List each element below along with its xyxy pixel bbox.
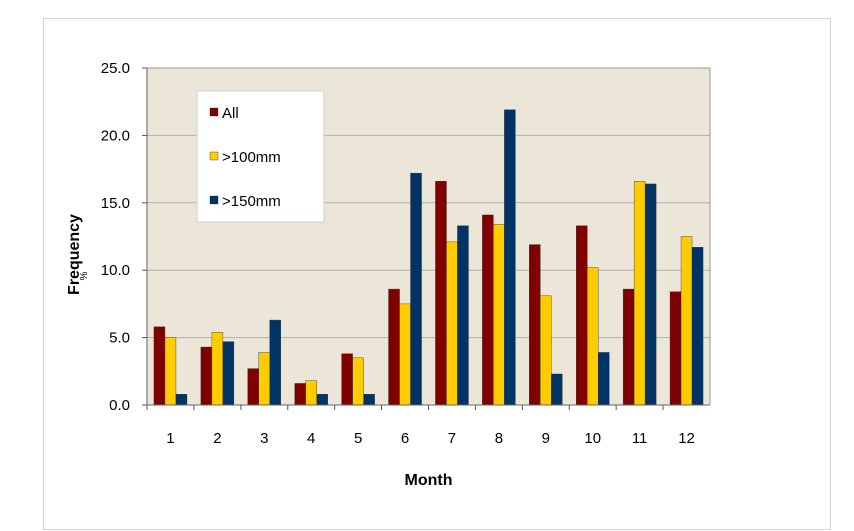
bar-all-2: [200, 346, 213, 406]
bar-150mm-3: [269, 319, 281, 406]
bar-150mm-5: [363, 394, 375, 406]
y-tick-label: 0.0: [109, 397, 130, 414]
bar-all-3: [247, 368, 259, 406]
x-tick-label: 8: [495, 430, 503, 447]
y-tick-label: 10.0: [101, 262, 130, 279]
x-tick-label: 6: [401, 430, 409, 447]
bar-all-10: [576, 225, 588, 406]
legend-swatch: [209, 195, 219, 205]
legend-label: >100mm: [222, 149, 281, 166]
legend-swatch: [209, 107, 219, 117]
y-tick-label: 15.0: [101, 195, 130, 212]
legend-label: All: [222, 105, 239, 122]
tick-labels: 0.05.010.015.020.025.01 2 3 4 5 6 7 8 9 10 11 12: [101, 60, 695, 447]
x-tick-label: 7: [448, 430, 456, 447]
bar-100mm-6: [399, 303, 411, 406]
legend-label: >150mm: [222, 193, 281, 210]
bar-all-4: [294, 383, 306, 406]
bar-100mm-12: [680, 236, 693, 406]
bar-150mm-10: [598, 352, 610, 406]
y-tick-label: 25.0: [101, 60, 130, 77]
x-tick-label: 2: [213, 430, 221, 447]
bar-150mm-6: [410, 172, 422, 406]
y-axis-title-prefix: %: [79, 271, 90, 280]
bar-100mm-4: [305, 380, 317, 406]
bar-100mm-3: [258, 352, 270, 406]
bar-150mm-1: [175, 394, 188, 406]
bar-all-1: [153, 326, 166, 406]
bar-100mm-10: [587, 267, 599, 406]
bar-all-6: [388, 288, 400, 406]
bar-100mm-5: [352, 357, 364, 406]
bar-100mm-2: [211, 332, 224, 406]
bar-150mm-4: [316, 394, 328, 406]
bar-all-12: [669, 291, 682, 406]
x-tick-label: 3: [260, 430, 268, 447]
x-tick-label: 11: [632, 430, 648, 447]
legend: All >100mm >150mm: [196, 90, 325, 223]
bar-150mm-7: [457, 225, 469, 406]
bar-150mm-9: [551, 373, 563, 406]
bar-100mm-1: [164, 337, 177, 406]
x-tick-label: 4: [307, 430, 315, 447]
legend-swatch: [209, 151, 219, 161]
x-tick-label: 5: [354, 430, 362, 447]
y-tick-label: 20.0: [101, 127, 130, 144]
x-tick-label: 10: [584, 430, 601, 447]
bar-150mm-2: [222, 341, 235, 406]
chart: 0.05.010.015.020.025.01 2 3 4 5 6 7 8 9 10 11 12 Mo…: [66, 60, 711, 489]
x-axis-title: Month: [405, 472, 453, 489]
y-axis-title: Frequency %: [66, 214, 90, 295]
x-tick-label: 12: [678, 430, 695, 447]
y-axis-title-text: Frequency: [66, 214, 83, 295]
bar-100mm-7: [446, 241, 458, 406]
bar-all-9: [529, 244, 541, 406]
bar-100mm-9: [540, 295, 552, 406]
y-tick-label: 5.0: [109, 330, 130, 347]
x-tick-label: 1: [166, 430, 174, 447]
bar-100mm-11: [633, 181, 646, 406]
bar-150mm-12: [691, 247, 704, 406]
bar-all-5: [341, 353, 353, 406]
chart-frame: 0.0 5.0 10.0 15.0 20.0 25.0 1 2 3 4 5 6 7 8 9 10 11 12 Mo…: [43, 18, 831, 530]
bar-all-7: [435, 181, 447, 406]
bar-150mm-8: [504, 109, 516, 406]
bar-150mm-11: [644, 183, 657, 406]
bar-all-11: [622, 288, 635, 406]
bar-all-8: [482, 214, 494, 406]
bar-100mm-8: [493, 224, 505, 406]
x-tick-label: 9: [542, 430, 550, 447]
